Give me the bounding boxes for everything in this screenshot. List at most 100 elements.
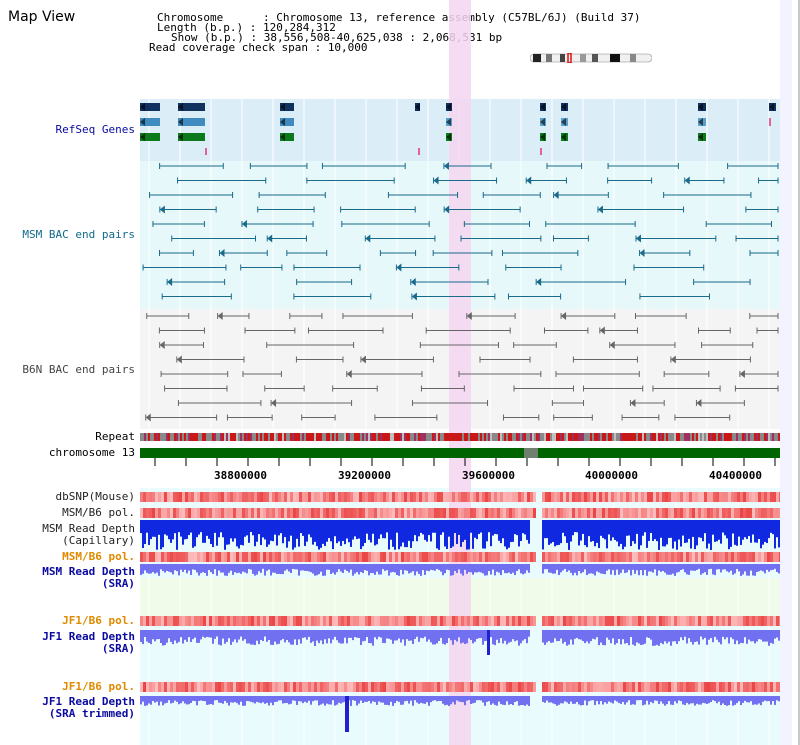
depth-bar <box>430 564 432 570</box>
depth-bar <box>260 630 262 640</box>
depth-bar <box>296 564 298 570</box>
heat-mark <box>662 552 665 562</box>
depth-bar <box>466 630 468 644</box>
repeat-mark <box>262 433 264 441</box>
heat-mark <box>530 616 533 626</box>
heat-mark <box>551 552 554 562</box>
heat-mark <box>194 552 197 562</box>
track-label-msm-bac[interactable]: MSM BAC end pairs <box>22 228 135 241</box>
depth-bar <box>692 630 694 645</box>
repeat-mark <box>196 433 198 441</box>
heat-mark <box>719 616 722 626</box>
heat-mark <box>566 552 569 562</box>
repeat-mark <box>562 433 564 441</box>
depth-bar <box>698 520 700 538</box>
depth-bar <box>658 520 660 550</box>
chromosome-ideogram[interactable] <box>530 53 652 63</box>
depth-bar <box>172 630 174 645</box>
depth-bar <box>726 630 728 638</box>
depth-bar <box>498 520 500 541</box>
heat-mark <box>266 508 269 518</box>
heat-mark <box>440 682 443 692</box>
depth-bar <box>246 564 248 574</box>
depth-bar <box>696 630 698 642</box>
show-key: Show (b.p.) : <box>171 31 264 44</box>
repeat-mark <box>148 433 150 441</box>
depth-bar <box>542 564 544 574</box>
heat-mark <box>464 682 467 692</box>
depth-bar <box>432 696 434 701</box>
heat-mark <box>749 682 752 692</box>
heat-mark <box>359 682 362 692</box>
depth-bar <box>312 630 314 642</box>
depth-bar <box>280 696 282 701</box>
heat-mark <box>326 616 329 626</box>
depth-bar <box>696 696 698 704</box>
heat-mark <box>404 616 407 626</box>
depth-bar <box>396 520 398 533</box>
heat-mark <box>707 616 710 626</box>
heat-mark <box>623 492 626 502</box>
depth-bar <box>300 630 302 644</box>
heat-mark <box>677 552 680 562</box>
depth-bar <box>314 630 316 646</box>
vertical-scrollbar[interactable] <box>780 0 792 745</box>
depth-bar <box>562 630 564 644</box>
depth-bar <box>382 696 384 703</box>
repeat-mark <box>550 433 552 441</box>
track-label-refseq[interactable]: RefSeq Genes <box>55 123 135 136</box>
heat-mark <box>284 682 287 692</box>
depth-bar <box>738 564 740 572</box>
depth-bar <box>274 696 276 702</box>
depth-bar <box>442 630 444 644</box>
depth-bar <box>380 696 382 703</box>
depth-bar <box>466 520 468 550</box>
depth-bar <box>258 696 260 703</box>
heat-mark <box>614 616 617 626</box>
depth-bar <box>522 564 524 575</box>
depth-bar <box>482 564 484 574</box>
bac-arrow <box>346 370 352 378</box>
heat-mark <box>692 616 695 626</box>
track-label-jf1-b6-pol-2: JF1/B6 pol. <box>62 680 135 693</box>
heat-mark <box>380 492 383 502</box>
bac-arrow <box>684 176 690 185</box>
depth-bar <box>312 520 314 545</box>
depth-bar <box>718 630 720 643</box>
heat-mark <box>515 508 518 518</box>
gene-mark <box>205 148 207 155</box>
depth-bar <box>358 696 360 704</box>
heat-mark <box>776 616 779 626</box>
depth-bar <box>264 520 266 540</box>
repeat-mark <box>378 433 380 441</box>
depth-bar <box>490 520 492 547</box>
track-label-b6n-bac[interactable]: B6N BAC end pairs <box>22 363 135 376</box>
depth-bar <box>614 630 616 645</box>
heat-mark <box>680 508 683 518</box>
heat-mark <box>371 616 374 626</box>
heat-mark <box>440 552 443 562</box>
depth-bar <box>252 564 254 574</box>
heat-mark <box>464 508 467 518</box>
depth-bar <box>392 696 394 706</box>
heat-mark <box>605 552 608 562</box>
depth-bar <box>380 630 382 638</box>
depth-bar <box>140 520 142 534</box>
depth-bar <box>304 630 306 638</box>
depth-bar <box>328 564 330 570</box>
depth-bar <box>512 696 514 705</box>
depth-bar <box>332 696 334 701</box>
heat-mark <box>653 508 656 518</box>
depth-bar <box>346 520 348 539</box>
depth-bar <box>478 564 480 572</box>
heat-mark <box>614 682 617 692</box>
repeat-mark <box>450 433 452 441</box>
depth-bar <box>756 564 758 572</box>
repeat-mark <box>292 433 294 441</box>
repeat-mark <box>372 433 374 441</box>
depth-bar <box>162 564 164 572</box>
depth-bar <box>476 696 478 701</box>
depth-bar <box>434 520 436 533</box>
heat-mark <box>722 682 725 692</box>
